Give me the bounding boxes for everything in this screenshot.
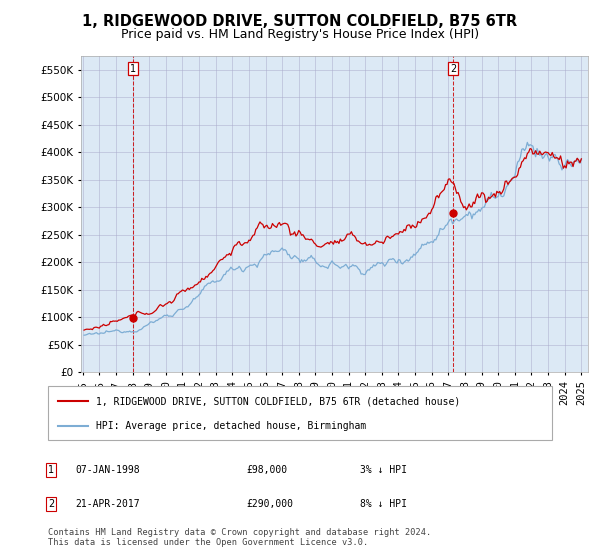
Text: 07-JAN-1998: 07-JAN-1998: [75, 465, 140, 475]
Text: 1: 1: [48, 465, 54, 475]
Text: Price paid vs. HM Land Registry's House Price Index (HPI): Price paid vs. HM Land Registry's House …: [121, 28, 479, 41]
Text: HPI: Average price, detached house, Birmingham: HPI: Average price, detached house, Birm…: [96, 421, 366, 431]
Text: £98,000: £98,000: [246, 465, 287, 475]
Text: 2: 2: [48, 499, 54, 509]
Text: 2: 2: [450, 64, 457, 74]
Text: 21-APR-2017: 21-APR-2017: [75, 499, 140, 509]
Text: 1, RIDGEWOOD DRIVE, SUTTON COLDFIELD, B75 6TR (detached house): 1, RIDGEWOOD DRIVE, SUTTON COLDFIELD, B7…: [96, 396, 460, 407]
Text: 8% ↓ HPI: 8% ↓ HPI: [360, 499, 407, 509]
Text: £290,000: £290,000: [246, 499, 293, 509]
Text: 3% ↓ HPI: 3% ↓ HPI: [360, 465, 407, 475]
FancyBboxPatch shape: [48, 386, 552, 440]
Text: 1, RIDGEWOOD DRIVE, SUTTON COLDFIELD, B75 6TR: 1, RIDGEWOOD DRIVE, SUTTON COLDFIELD, B7…: [82, 14, 518, 29]
Text: 1: 1: [130, 64, 136, 74]
Text: Contains HM Land Registry data © Crown copyright and database right 2024.
This d: Contains HM Land Registry data © Crown c…: [48, 528, 431, 547]
